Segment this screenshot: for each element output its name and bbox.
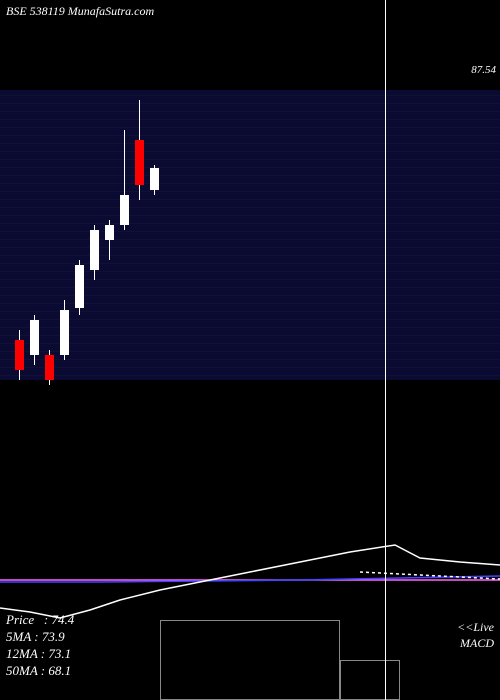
crosshair-vertical[interactable]: [385, 0, 386, 700]
live-label: <<Live: [457, 620, 494, 635]
info-50ma: 50MA : 68.1: [6, 663, 74, 680]
price-band: [0, 90, 500, 380]
macd-label: MACD: [460, 636, 494, 651]
price-top-label: 87.54: [471, 64, 496, 76]
info-5ma: 5MA : 73.9: [6, 629, 74, 646]
watermark: MunafaSutra.com: [68, 4, 154, 18]
info-box: Price : 74.4 5MA : 73.9 12MA : 73.1 50MA…: [6, 612, 74, 680]
info-12ma: 12MA : 73.1: [6, 646, 74, 663]
chart-header: BSE 538119 MunafaSutra.com: [6, 4, 154, 19]
ticker-label: BSE 538119: [6, 4, 65, 18]
info-price: Price : 74.4: [6, 612, 74, 629]
chart-container: BSE 538119 MunafaSutra.com 87.54 Price :…: [0, 0, 500, 700]
